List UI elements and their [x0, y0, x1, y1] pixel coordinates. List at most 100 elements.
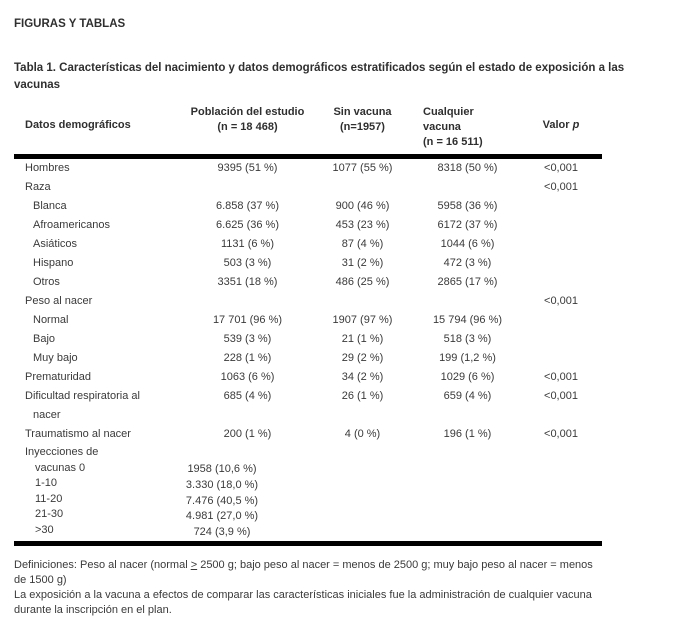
row-label-cell: Raza	[14, 178, 185, 197]
cell-p-value: <0,001	[544, 390, 578, 402]
row-label-cell: Afroamericanos	[14, 216, 185, 235]
row-label: Traumatismo al nacer	[25, 428, 131, 440]
injections-value: 4.981 (27,0 %)	[185, 510, 259, 523]
header-no-vaccine: Sin vacuna (n=1957)	[310, 105, 415, 135]
header-any-vaccine-line1: Cualquier	[423, 106, 474, 118]
table-row-dificultad-respiratoria: Dificultad respiratoria al nacer 685 (4 …	[14, 387, 602, 425]
header-any-vaccine-n: (n = 16 511)	[423, 136, 483, 148]
header-study-population-n: (n = 18 468)	[217, 121, 278, 133]
injections-label: vacunas 0	[35, 461, 86, 474]
table-row-otros: Otros 3351 (18 %) 486 (25 %) 2865 (17 %)	[14, 273, 602, 292]
vaccine-injections-block: Inyecciones de vacunas 0 1-10 11-20 21-3…	[14, 445, 602, 541]
row-label: Afroamericanos	[33, 219, 111, 231]
table-header-row: Datos demográficos Población del estudio…	[14, 105, 602, 154]
cell-any-vaccine: 518 (3 %)	[443, 333, 492, 345]
cell-no-vaccine: 900 (46 %)	[335, 200, 390, 212]
cell-no-vaccine: 4 (0 %)	[344, 428, 381, 440]
injections-label: 1-10	[35, 477, 58, 489]
cell-any-vaccine: 15 794 (96 %)	[432, 314, 503, 326]
cell-p-value	[520, 311, 602, 330]
row-label: Hombres	[25, 162, 70, 174]
row-label-line2: nacer	[33, 409, 61, 421]
row-label-cell: Blanca	[14, 197, 185, 216]
table-row-afroamericanos: Afroamericanos 6.625 (36 %) 453 (23 %) 6…	[14, 216, 602, 235]
table-row-asiaticos: Asiáticos 1131 (6 %) 87 (4 %) 1044 (6 %)	[14, 235, 602, 254]
cell-no-vaccine: 34 (2 %)	[341, 371, 384, 383]
table-footnotes: Definiciones: Peso al nacer (normal > 25…	[14, 558, 680, 618]
row-label: Normal	[33, 314, 69, 326]
cell-p-value: <0,001	[544, 181, 578, 193]
definitions-line2: de 1500 g)	[14, 573, 67, 586]
row-label: Peso al nacer	[25, 295, 93, 307]
cell-population: 6.625 (36 %)	[216, 219, 279, 231]
cell-any-vaccine: 196 (1 %)	[443, 428, 492, 440]
row-label-cell: Otros	[14, 273, 185, 292]
table-row-traumatismo: Traumatismo al nacer 200 (1 %) 4 (0 %) 1…	[14, 425, 602, 444]
cell-no-vaccine: 1907 (97 %)	[332, 314, 393, 326]
cell-any-vaccine: 8318 (50 %)	[437, 162, 498, 174]
table: Datos demográficos Población del estudio…	[14, 105, 602, 546]
cell-population: 503 (3 %)	[223, 257, 272, 269]
cell-no-vaccine: 453 (23 %)	[335, 219, 390, 231]
cell-p-value	[520, 273, 602, 292]
table-row-bajo: Bajo 539 (3 %) 21 (1 %) 518 (3 %)	[14, 330, 602, 349]
injections-value: 3.330 (18,0 %)	[185, 478, 259, 491]
row-label-cell: Asiáticos	[14, 235, 185, 254]
injections-label: Inyecciones de	[25, 446, 99, 458]
row-label: Raza	[25, 181, 51, 193]
cell-population: 6.858 (37 %)	[216, 200, 279, 212]
cell-any-vaccine: 1044 (6 %)	[440, 238, 495, 250]
row-label: Prematuridad	[25, 371, 92, 383]
table-row-blanca: Blanca 6.858 (37 %) 900 (46 %) 5958 (36 …	[14, 197, 602, 216]
row-label-cell: Hombres	[14, 159, 185, 178]
cell-population: 200 (1 %)	[223, 428, 272, 440]
cell-no-vaccine: 486 (25 %)	[335, 276, 390, 288]
header-any-vaccine-line2: vacuna	[423, 121, 461, 133]
cell-population: 539 (3 %)	[223, 333, 272, 345]
header-p-value-prefix: Valor	[542, 119, 573, 131]
cell-p-value	[520, 349, 602, 368]
greater-equal-symbol: >	[190, 558, 198, 571]
table-top-rule	[14, 154, 602, 159]
table-title-line1: Tabla 1. Características del nacimiento …	[14, 62, 625, 74]
cell-population: 3351 (18 %)	[217, 276, 278, 288]
cell-no-vaccine: 26 (1 %)	[341, 390, 384, 402]
header-study-population-line1: Población del estudio	[190, 106, 305, 118]
header-demographics: Datos demográficos	[25, 119, 131, 131]
row-label-cell: Bajo	[14, 330, 185, 349]
row-label: Asiáticos	[33, 238, 78, 250]
cell-p-value	[520, 216, 602, 235]
header-no-vaccine-n: (n=1957)	[340, 121, 385, 133]
cell-no-vaccine: 31 (2 %)	[341, 257, 384, 269]
cell-population	[185, 292, 310, 311]
cell-any-vaccine: 5958 (36 %)	[437, 200, 498, 212]
cell-population: 1131 (6 %)	[221, 238, 274, 250]
section-heading: FIGURAS Y TABLAS	[14, 18, 126, 30]
cell-p-value	[520, 235, 602, 254]
definitions-text-part2: 2500 g; bajo peso al nacer = menos de 25…	[197, 558, 593, 571]
header-any-vaccine: Cualquier vacuna (n = 16 511)	[415, 105, 520, 150]
table-row-hombres: Hombres 9395 (51 %) 1077 (55 %) 8318 (50…	[14, 159, 602, 178]
exposure-note-line1: La exposición a la vacuna a efectos de c…	[14, 588, 592, 601]
cell-p-value	[520, 330, 602, 349]
row-label: Bajo	[33, 333, 56, 345]
table-row-raza: Raza <0,001	[14, 178, 602, 197]
table-row-peso-al-nacer: Peso al nacer <0,001	[14, 292, 602, 311]
cell-any-vaccine: 1029 (6 %)	[440, 371, 495, 383]
header-study-population: Población del estudio (n = 18 468)	[185, 105, 310, 135]
cell-no-vaccine: 87 (4 %)	[341, 238, 384, 250]
injections-label: >30	[35, 523, 54, 536]
cell-p-value	[520, 254, 602, 273]
row-label-cell: Traumatismo al nacer	[14, 425, 185, 444]
cell-any-vaccine: 199 (1,2 %)	[439, 352, 496, 364]
injections-labels: Inyecciones de vacunas 0 1-10 11-20 21-3…	[14, 445, 185, 541]
row-label: Blanca	[33, 200, 67, 212]
row-label: Otros	[33, 276, 60, 288]
cell-no-vaccine	[310, 292, 415, 311]
injections-value: 724 (3,9 %)	[193, 526, 251, 539]
row-label: Muy bajo	[33, 352, 78, 364]
cell-population	[185, 178, 310, 197]
injections-label: 21-30	[35, 508, 64, 520]
exposure-note-line2: durante la inscripción en el plan.	[14, 603, 172, 616]
cell-no-vaccine: 29 (2 %)	[341, 352, 384, 364]
